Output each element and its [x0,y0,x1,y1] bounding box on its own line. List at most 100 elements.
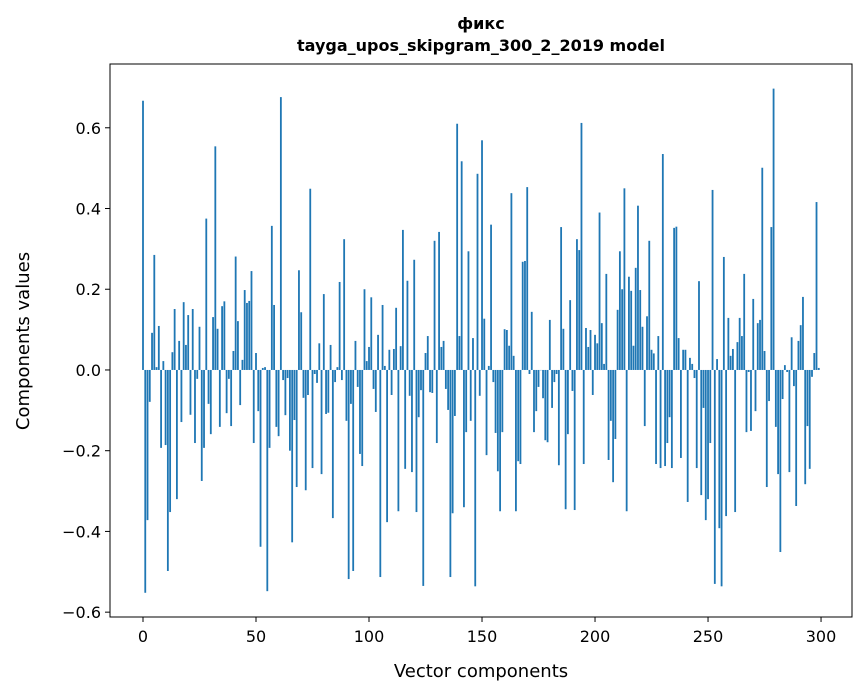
bar [813,353,816,370]
bar [618,251,621,370]
bar [786,369,789,372]
bar [487,365,490,370]
bar [148,369,151,402]
bar [713,369,716,584]
bar [515,369,517,512]
bar [517,369,520,462]
bar [603,363,605,370]
x-tick-label: 100 [354,627,385,646]
bar [275,369,278,427]
bar [718,369,721,529]
bar [562,328,565,370]
bar [255,353,257,370]
bar [727,317,730,370]
bar [806,369,809,427]
bar [243,290,246,370]
bar [600,323,603,370]
bar [528,369,531,375]
bar [578,250,581,370]
bar [343,239,346,370]
bar [510,193,513,370]
bar [657,336,660,370]
bar [576,239,578,370]
bar [557,369,560,466]
bar [354,340,357,370]
bar [200,369,203,481]
bar [632,345,635,370]
bar [501,369,504,433]
bar [212,317,214,370]
bar [503,329,506,370]
bar [286,369,289,379]
bar [182,302,185,370]
bar [277,369,280,437]
bar [435,369,438,444]
bar [709,369,712,444]
bar [530,311,533,370]
bar [175,369,178,500]
bar [372,369,375,389]
bar [625,369,628,512]
bar [307,369,309,395]
bar [804,369,807,485]
bar [494,369,497,433]
bar [359,369,361,454]
bar [573,369,576,511]
bar [722,256,725,370]
bar [664,369,666,467]
bar [334,369,337,383]
bar [429,369,431,393]
bar [304,369,307,491]
y-tick-label: 0.4 [76,200,101,219]
x-tick-label: 150 [467,627,498,646]
bar [544,369,547,441]
bar [589,330,592,370]
bar [720,369,723,587]
bar [607,369,610,460]
y-tick-label: 0.0 [76,361,101,380]
bar [661,154,664,370]
bar [404,369,407,469]
bar [752,298,755,370]
bar [160,369,162,448]
x-tick-label: 250 [693,627,724,646]
bar [273,304,275,370]
bar [535,369,538,412]
bar [750,369,752,431]
bar [442,340,445,370]
bar [169,369,172,513]
bar [424,353,427,370]
bar [476,173,479,370]
bar [309,188,312,370]
bar [759,319,761,370]
bar [725,369,728,517]
bar [802,296,804,370]
bar [580,122,583,370]
bar [447,369,450,410]
bar [209,369,212,435]
bar [546,369,549,443]
bar [508,345,511,370]
bar [652,353,655,370]
bar [795,369,798,506]
bar [467,251,470,370]
bar [453,369,456,416]
bar [270,225,273,370]
bar [438,231,440,370]
bar [239,369,242,406]
bar [189,369,192,415]
bar [390,369,393,395]
bar [686,369,689,502]
bar [741,336,743,370]
bar [223,301,226,370]
bar [173,309,176,370]
bar [591,369,594,395]
bar [808,369,811,469]
bar [230,369,233,427]
bar [368,346,370,370]
bar [700,369,703,496]
bar [350,369,352,404]
bar [234,256,237,370]
bar [736,342,739,370]
